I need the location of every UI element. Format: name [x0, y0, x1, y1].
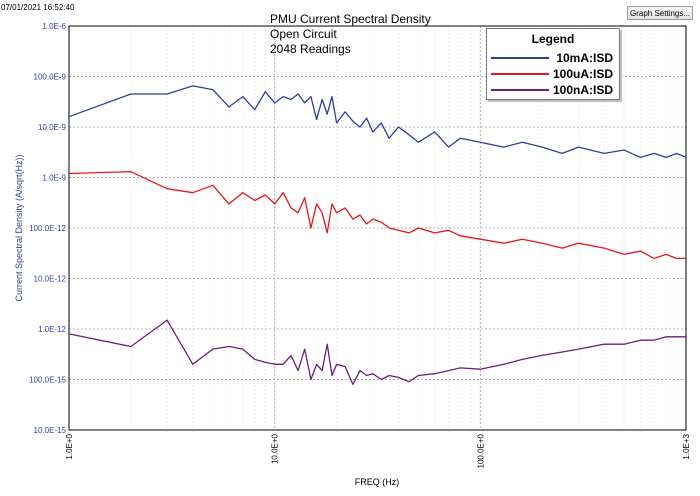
legend: Legend 10mA:ISD 100uA:ISD 100nA:ISD — [486, 28, 620, 100]
chart-title-block: PMU Current Spectral Density Open Circui… — [270, 12, 431, 57]
legend-swatch-100na — [491, 89, 549, 91]
y-tick-label-6: 1.0E-12 — [38, 325, 67, 334]
plot-area-frame — [68, 25, 687, 431]
legend-swatch-10ma — [491, 57, 549, 59]
y-tick-label-3: 1.0E-9 — [42, 174, 66, 183]
legend-label-10ma: 10mA:ISD — [556, 51, 613, 65]
x-tick-label-2: 100.0E+0 — [476, 433, 485, 468]
x-axis-label: FREQ (Hz) — [355, 477, 400, 487]
y-tick-label-0: 1.0E-6 — [42, 22, 66, 31]
legend-label-100na: 100nA:ISD — [552, 83, 613, 97]
legend-swatch-100ua — [491, 73, 549, 75]
legend-item-100ua: 100uA:ISD — [491, 66, 617, 82]
chart-subtitle-condition: Open Circuit — [270, 27, 337, 41]
series-line-100ua-isd — [68, 171, 686, 260]
x-tick-label-3: 1.0E+3 — [682, 433, 691, 459]
y-tick-label-7: 100.0E-15 — [29, 376, 66, 385]
x-tick-label-0: 1.0E+0 — [65, 433, 74, 459]
timestamp: 07/01/2021 16:52:40 — [1, 3, 75, 12]
chart-title: PMU Current Spectral Density — [270, 12, 431, 26]
legend-item-100na: 100nA:ISD — [491, 82, 617, 98]
y-axis-label: Current Spectral Density (A/sqrt(Hz)) — [14, 154, 24, 301]
series-line-10ma-isd — [68, 85, 687, 159]
y-tick-label-4: 100.0E-12 — [29, 224, 66, 233]
legend-label-100ua: 100uA:ISD — [552, 67, 613, 81]
y-tick-label-8: 10.0E-15 — [34, 426, 67, 435]
graph-settings-button[interactable]: Graph Settings... — [627, 6, 693, 20]
y-tick-labels: 1.0E-6 100.0E-9 10.0E-9 1.0E-9 100.0E-12 10.0… — [29, 22, 66, 435]
series-group — [68, 85, 687, 386]
legend-item-10ma: 10mA:ISD — [491, 50, 617, 66]
x-tick-labels: 1.0E+0 10.0E+0 100.0E+0 1.0E+3 — [65, 433, 691, 468]
y-tick-label-2: 10.0E-9 — [38, 123, 67, 132]
legend-title: Legend — [531, 32, 575, 46]
y-tick-label-1: 100.0E-9 — [34, 73, 67, 82]
x-tick-label-1: 10.0E+0 — [271, 433, 280, 464]
series-line-100na-isd — [68, 319, 686, 386]
chart-subtitle-readings: 2048 Readings — [270, 42, 351, 56]
y-tick-label-5: 10.0E-12 — [34, 275, 67, 284]
